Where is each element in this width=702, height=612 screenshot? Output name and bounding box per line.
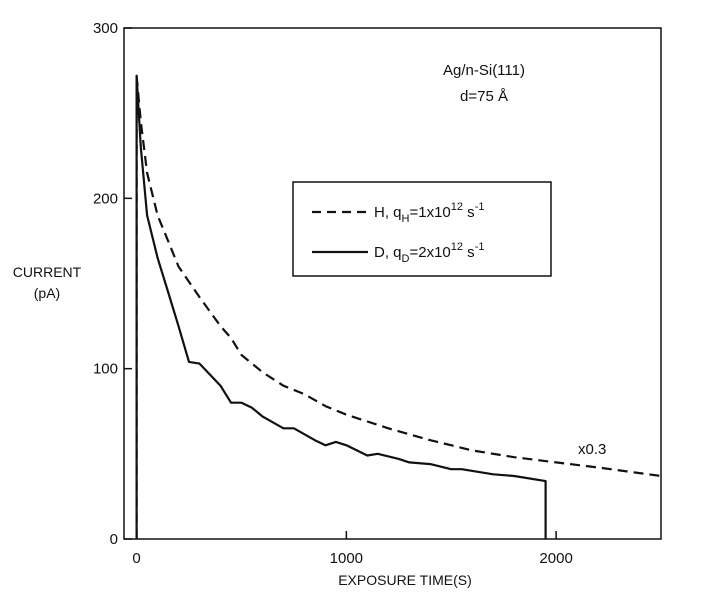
y-tick-label: 300 (93, 20, 118, 37)
legend-d-sub: D (402, 253, 410, 265)
axis-ticks: 0 1000 2000 0 100 200 300 (93, 20, 573, 567)
legend: H, qH=1x1012 s-1 D, qD=2x1012 s-1 (292, 181, 552, 277)
series-layer (135, 74, 662, 539)
plot-frame (123, 27, 662, 540)
x-tick-label: 2000 (539, 550, 572, 567)
legend-d-mid: =2x10 (409, 244, 450, 261)
legend-label-d: D, qD=2x1012 s-1 (374, 241, 484, 265)
legend-label-h: H, qH=1x1012 s-1 (374, 201, 484, 225)
series-d-line (135, 74, 547, 539)
legend-d-sup: 12 (451, 241, 463, 253)
legend-h-unit: s (463, 204, 475, 221)
x-tick-label: 1000 (330, 550, 363, 567)
legend-d-prefix: D, q (374, 244, 402, 261)
thickness-annotation: d=75 Å (460, 88, 508, 105)
legend-h-unit-sup: -1 (475, 201, 485, 213)
legend-h-sub: H (402, 213, 410, 225)
legend-h-sup: 12 (451, 201, 463, 213)
y-tick-label: 0 (110, 531, 118, 548)
legend-d-unit: s (463, 244, 475, 261)
legend-h-mid: =1x10 (409, 204, 450, 221)
sample-annotation: Ag/n-Si(111) (443, 62, 525, 79)
legend-d-unit-sup: -1 (475, 241, 485, 253)
legend-box (292, 181, 552, 277)
x-axis-title: EXPOSURE TIME(S) (338, 572, 472, 588)
y-axis-title-line2: (pA) (34, 285, 60, 301)
legend-h-prefix: H, q (374, 204, 402, 221)
y-axis-title-line1: CURRENT (13, 264, 82, 280)
y-tick-label: 200 (93, 190, 118, 207)
x-tick-label: 0 (132, 550, 140, 567)
y-tick-label: 100 (93, 361, 118, 378)
scale-annotation: x0.3 (578, 441, 606, 458)
series-h-line (135, 74, 662, 539)
